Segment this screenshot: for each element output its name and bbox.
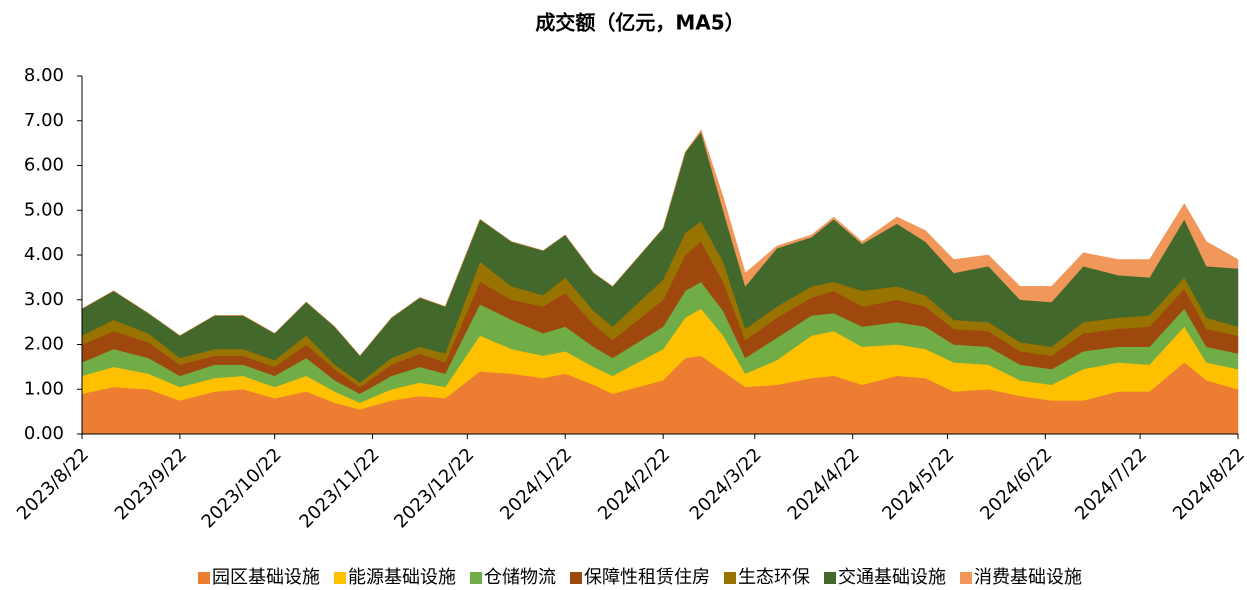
legend-label: 园区基础设施 <box>212 567 320 588</box>
legend-label: 能源基础设施 <box>348 567 456 588</box>
x-tick-label: 2023/12/22 <box>390 444 478 532</box>
legend-swatch <box>960 572 972 584</box>
legend-label: 生态环保 <box>738 567 810 588</box>
area <box>81 129 1239 357</box>
y-tick-label: 6.00 <box>24 155 64 176</box>
legend: 园区基础设施 能源基础设施 仓储物流 保障性租赁住房 生态环保 交通基础设施 消费基础设施 <box>198 567 1082 588</box>
legend-swatch <box>724 572 736 584</box>
x-tick-label: 2023/8/22 <box>13 444 93 524</box>
x-tick-label: 2024/3/22 <box>686 444 766 524</box>
chart-title: 成交额（亿元，MA5） <box>535 11 744 35</box>
y-tick-label: 2.00 <box>24 334 64 355</box>
x-tick-label: 2024/8/22 <box>1169 444 1247 524</box>
legend-swatch <box>198 572 210 584</box>
y-tick-label: 1.00 <box>24 378 64 399</box>
x-tick-label: 2024/4/22 <box>784 444 864 524</box>
legend-swatch <box>470 572 482 584</box>
x-tick-label: 2024/7/22 <box>1071 444 1151 524</box>
legend-swatch <box>570 572 582 584</box>
y-tick-label: 7.00 <box>24 110 64 131</box>
y-tick-label: 3.00 <box>24 289 64 310</box>
x-tick-label: 2023/9/22 <box>111 444 191 524</box>
legend-label: 交通基础设施 <box>838 567 946 588</box>
x-tick-label: 2024/5/22 <box>878 444 958 524</box>
x-tick-label: 2024/6/22 <box>976 444 1056 524</box>
legend-label: 消费基础设施 <box>974 567 1082 588</box>
legend-swatch <box>824 572 836 584</box>
y-tick-label: 8.00 <box>24 65 64 86</box>
x-tick-label: 2023/10/22 <box>198 444 286 532</box>
y-tick-label: 4.00 <box>24 244 64 265</box>
legend-swatch <box>334 572 346 584</box>
y-tick-label: 0.00 <box>24 423 64 444</box>
legend-label: 仓储物流 <box>484 567 556 588</box>
legend-label: 保障性租赁住房 <box>584 567 710 588</box>
x-tick-label: 2024/2/22 <box>594 444 674 524</box>
x-tick-label: 2024/1/22 <box>496 444 576 524</box>
plot-area <box>81 129 1239 435</box>
y-tick-label: 5.00 <box>24 199 64 220</box>
x-tick-label: 2023/11/22 <box>295 444 383 532</box>
